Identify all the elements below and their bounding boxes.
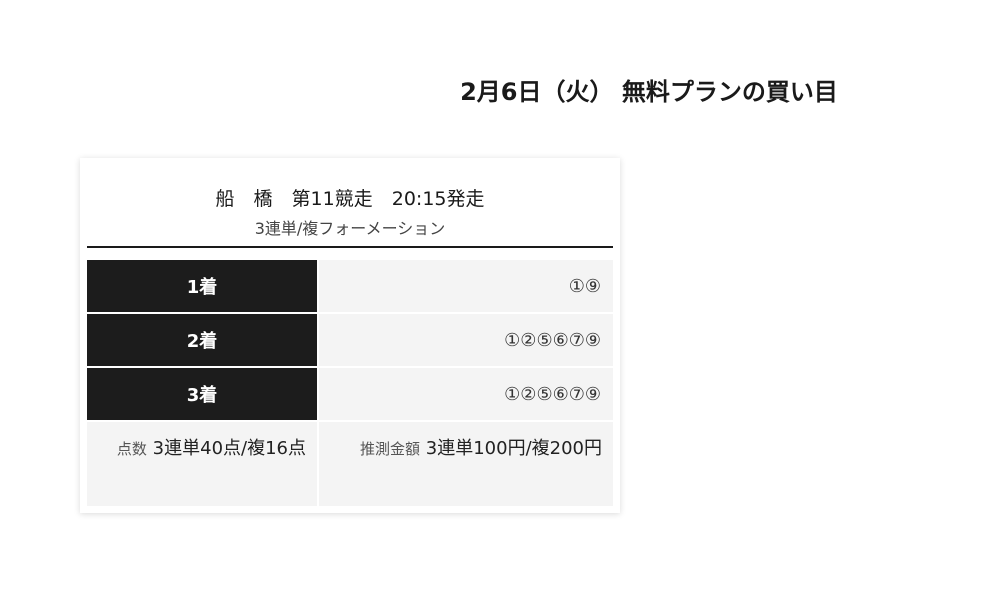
place-label: 1着 xyxy=(87,260,317,312)
place-numbers: ①⑨ xyxy=(319,260,613,312)
summary-row: 点数 3連単40点/複16点 推測金額 3連単100円/複200円 xyxy=(87,422,613,506)
points-label: 点数 xyxy=(116,440,147,458)
race-info: 船 橋 第11競走 20:15発走 xyxy=(87,184,613,211)
place-numbers: ①②⑤⑥⑦⑨ xyxy=(319,368,613,420)
amount-label: 推測金額 xyxy=(360,440,421,458)
table-row: 3着 ①②⑤⑥⑦⑨ xyxy=(87,368,613,420)
race-number: 第11競走 xyxy=(291,188,373,210)
venue: 船 橋 xyxy=(215,188,273,210)
bet-type: 3連単/複フォーメーション xyxy=(254,219,446,238)
start-time: 20:15発走 xyxy=(391,188,485,210)
points-cell: 点数 3連単40点/複16点 xyxy=(87,422,317,506)
page-title: 2月6日（火） 無料プランの買い目 xyxy=(460,78,838,106)
place-label: 2着 xyxy=(87,314,317,366)
amount-value: 3連単100円/複200円 xyxy=(425,438,602,459)
points-value: 3連単40点/複16点 xyxy=(152,438,306,459)
amount-cell: 推測金額 3連単100円/複200円 xyxy=(319,422,613,506)
place-numbers: ①②⑤⑥⑦⑨ xyxy=(319,314,613,366)
table-row: 1着 ①⑨ xyxy=(87,260,613,312)
table-row: 2着 ①②⑤⑥⑦⑨ xyxy=(87,314,613,366)
place-label: 3着 xyxy=(87,368,317,420)
prediction-card: 船 橋 第11競走 20:15発走 3連単/複フォーメーション 1着 ①⑨ 2着… xyxy=(80,158,620,513)
race-header: 船 橋 第11競走 20:15発走 3連単/複フォーメーション xyxy=(87,158,613,248)
